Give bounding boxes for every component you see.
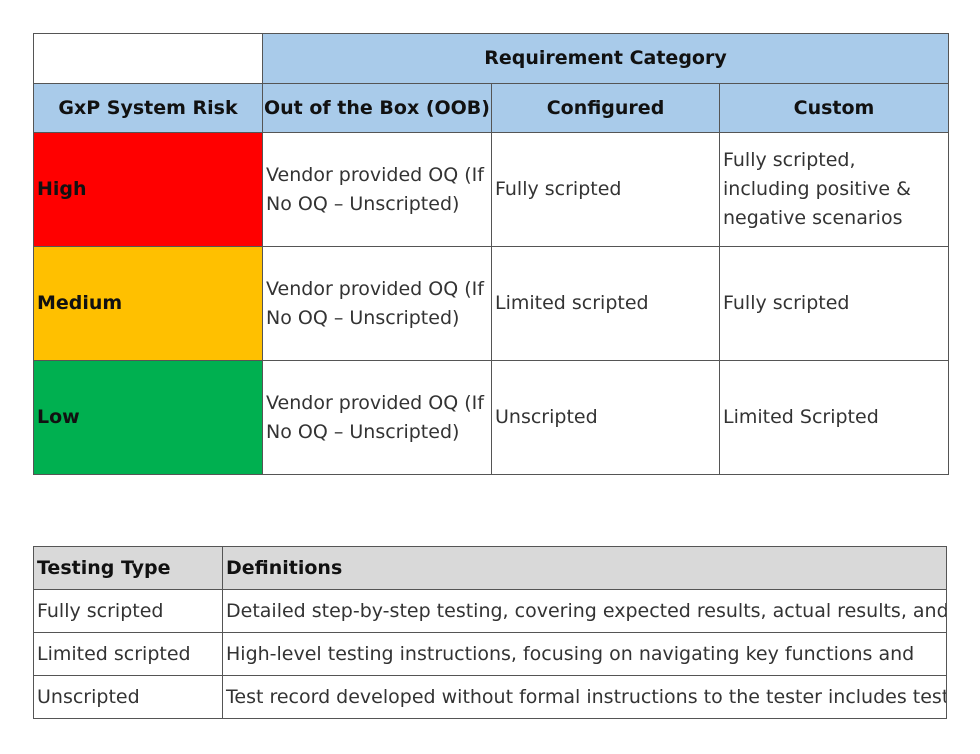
risk-row-low: Low Vendor provided OQ (If No OQ – Unscr… (33, 360, 949, 475)
requirement-category-header: Requirement Category (262, 33, 949, 84)
oob-cell: Vendor provided OQ (If No OQ – Unscripte… (262, 246, 492, 361)
oob-cell: Vendor provided OQ (If No OQ – Unscripte… (262, 360, 492, 475)
column-header-definitions: Definitions (222, 546, 947, 590)
oob-cell: Vendor provided OQ (If No OQ – Unscripte… (262, 132, 492, 247)
table-row: Unscripted Test record developed without… (33, 675, 947, 719)
empty-corner-cell (33, 33, 263, 84)
definition-cell: Detailed step-by-step testing, covering … (222, 589, 947, 633)
risk-level-cell: Low (33, 360, 263, 475)
column-header-custom: Custom (719, 83, 949, 133)
table-row: Limited scripted High-level testing inst… (33, 632, 947, 676)
risk-level-cell: Medium (33, 246, 263, 361)
testing-definitions-table: Testing Type Definitions Fully scripted … (33, 546, 947, 719)
risk-row-high: High Vendor provided OQ (If No OQ – Unsc… (33, 132, 949, 247)
definition-cell: Test record developed without formal ins… (222, 675, 947, 719)
configured-cell: Fully scripted (491, 132, 720, 247)
risk-row-medium: Medium Vendor provided OQ (If No OQ – Un… (33, 246, 949, 361)
testing-type-cell: Unscripted (33, 675, 223, 719)
configured-cell: Limited scripted (491, 246, 720, 361)
risk-level-cell: High (33, 132, 263, 247)
testing-type-cell: Fully scripted (33, 589, 223, 633)
column-header-configured: Configured (491, 83, 720, 133)
table-row: Fully scripted Detailed step-by-step tes… (33, 589, 947, 633)
definition-cell: High-level testing instructions, focusin… (222, 632, 947, 676)
configured-cell: Unscripted (491, 360, 720, 475)
custom-cell: Fully scripted (719, 246, 949, 361)
column-header-testing-type: Testing Type (33, 546, 223, 590)
column-header-oob: Out of the Box (OOB) (262, 83, 492, 133)
custom-cell: Fully scripted, including positive & neg… (719, 132, 949, 247)
column-header-risk: GxP System Risk (33, 83, 263, 133)
custom-cell: Limited Scripted (719, 360, 949, 475)
requirement-category-table: Requirement Category GxP System Risk Out… (33, 33, 949, 475)
testing-type-cell: Limited scripted (33, 632, 223, 676)
